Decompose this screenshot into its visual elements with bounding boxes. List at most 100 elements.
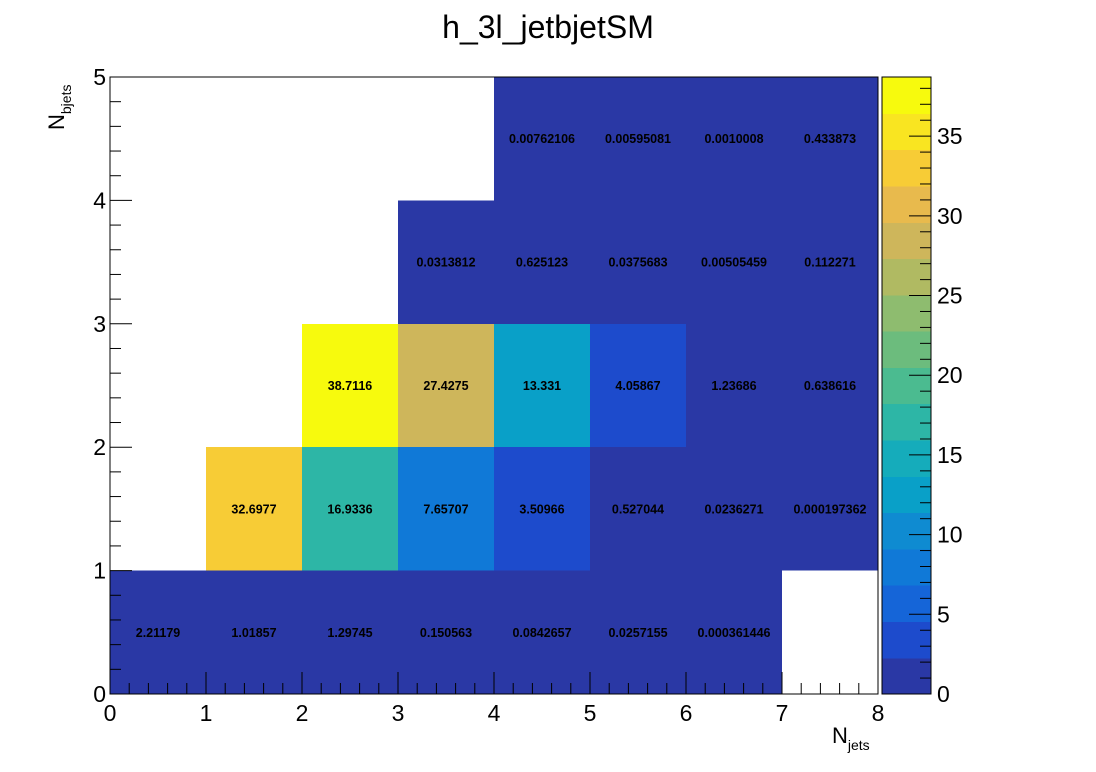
cell-value-label: 0.625123 [516, 256, 568, 270]
colorbar-segment [882, 185, 931, 223]
cell-value-label: 1.01857 [231, 626, 276, 640]
heatmap-cell [206, 447, 302, 571]
heatmap-cell-labels: 2.21179 1.01857 1.29745 0.150563 0.0842657 0.… [136, 132, 867, 640]
x-tick-label: 6 [680, 700, 693, 726]
x-tick-label: 4 [488, 700, 501, 726]
y-tick-label: 3 [93, 311, 106, 337]
x-axis-label: Njets [832, 723, 870, 753]
cell-value-label: 0.0842657 [512, 626, 571, 640]
colorbar-segment [882, 512, 931, 550]
cell-value-label: 0.0010008 [704, 132, 763, 146]
colorbar-frame [881, 76, 932, 695]
heatmap-cell [398, 570, 494, 694]
heatmap-cell [302, 323, 398, 448]
heatmap-cell [686, 323, 782, 448]
heatmap-cell [398, 447, 494, 571]
colorbar-segment [882, 258, 931, 296]
colorbar: 0 5 10 15 20 25 30 35 [881, 76, 963, 707]
heatmap-cell [782, 77, 878, 201]
heatmap-cell [590, 77, 686, 201]
colorbar-tick-label: 25 [937, 283, 963, 309]
heatmap-cell [590, 323, 686, 448]
y-tick-label: 4 [93, 187, 106, 213]
colorbar-segment [882, 657, 931, 695]
heatmap-cell [110, 570, 206, 694]
y-tick-label: 0 [93, 681, 106, 707]
x-tick-label: 7 [776, 700, 789, 726]
cell-value-label: 0.000197362 [794, 502, 867, 516]
x-tick-label: 8 [872, 700, 885, 726]
cell-value-label: 0.0257155 [608, 626, 667, 640]
heatmap-cell [494, 200, 590, 324]
heatmap-cell [590, 200, 686, 324]
x-axis: 0 1 2 3 4 5 6 7 8 [104, 672, 885, 726]
colorbar-segment [882, 621, 931, 659]
cell-value-label: 0.00762106 [509, 132, 575, 146]
cell-value-label: 0.00505459 [701, 256, 767, 270]
x-axis-label-sub: jets [847, 737, 870, 753]
heatmap-cell [686, 570, 782, 694]
heatmap-cell [494, 323, 590, 448]
cell-value-label: 27.4275 [423, 379, 468, 393]
heatmap-cell [302, 570, 398, 694]
heatmap-cell [590, 570, 686, 694]
heatmap-cell [398, 323, 494, 448]
colorbar-segment [882, 367, 931, 405]
colorbar-tick-label: 20 [937, 362, 963, 388]
colorbar-tick-label: 15 [937, 442, 963, 468]
cell-value-label: 0.638616 [804, 379, 856, 393]
cell-value-label: 0.150563 [420, 626, 472, 640]
colorbar-segment [882, 585, 931, 623]
heatmap-cells [110, 77, 878, 694]
cell-value-label: 0.00595081 [605, 132, 671, 146]
cell-value-label: 0.527044 [612, 502, 664, 516]
cell-value-label: 0.433873 [804, 132, 856, 146]
cell-value-label: 1.23686 [711, 379, 756, 393]
cell-value-label: 2.21179 [136, 626, 181, 640]
cell-value-label: 0.0375683 [608, 256, 667, 270]
heatmap-cell [494, 77, 590, 201]
colorbar-segment [882, 222, 931, 260]
cell-value-label: 4.05867 [615, 379, 660, 393]
x-axis-label-main: N [832, 723, 848, 748]
y-tick-label: 5 [93, 64, 106, 90]
cell-value-label: 32.6977 [231, 502, 276, 516]
heatmap-cell [590, 447, 686, 571]
y-axis-label: Nbjets [44, 85, 74, 130]
heatmap-cell [782, 447, 878, 571]
y-tick-label: 1 [93, 558, 106, 584]
y-axis-label-main: N [44, 114, 69, 130]
colorbar-segment [882, 77, 931, 114]
colorbar-segment [882, 548, 931, 586]
colorbar-tick-label: 5 [937, 601, 950, 627]
heatmap-cell [686, 200, 782, 324]
colorbar-segment [882, 294, 931, 332]
colorbar-segment [882, 476, 931, 514]
colorbar-tick-label: 30 [937, 203, 963, 229]
colorbar-segment [882, 331, 931, 368]
cell-value-label: 0.000361446 [698, 626, 771, 640]
cell-value-label: 16.9336 [327, 502, 372, 516]
chart-title: h_3l_jetbjetSM [442, 9, 654, 45]
cell-value-label: 0.0313812 [416, 256, 475, 270]
heatmap-cell [206, 570, 302, 694]
x-tick-label: 1 [200, 700, 213, 726]
x-tick-label: 3 [392, 700, 405, 726]
heatmap-cell [398, 200, 494, 324]
heatmap-cell [302, 447, 398, 571]
heatmap-cell [782, 200, 878, 324]
y-axis-label-sub: bjets [58, 85, 74, 115]
cell-value-label: 7.65707 [423, 502, 468, 516]
heatmap-cell [494, 447, 590, 571]
x-tick-label: 2 [296, 700, 309, 726]
y-axis: 0 1 2 3 4 5 [93, 64, 132, 707]
heatmap-cell [686, 77, 782, 201]
colorbar-tick-label: 0 [937, 681, 950, 707]
heatmap-cell [686, 447, 782, 571]
colorbar-segment [882, 113, 931, 151]
x-tick-label: 0 [104, 700, 117, 726]
cell-value-label: 3.50966 [519, 502, 564, 516]
cell-value-label: 0.0236271 [704, 502, 763, 516]
y-tick-label: 2 [93, 434, 106, 460]
